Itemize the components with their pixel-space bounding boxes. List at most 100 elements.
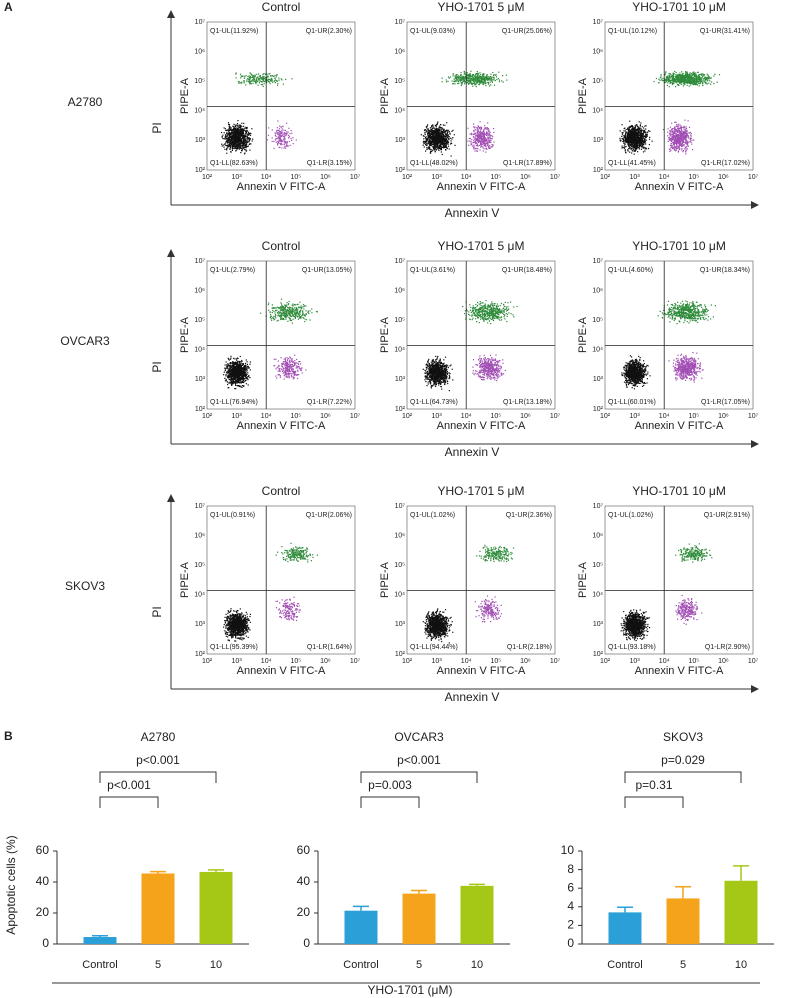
event-dot xyxy=(489,145,491,147)
event-dot xyxy=(244,146,246,149)
event-dot xyxy=(292,143,294,145)
event-dot xyxy=(489,147,491,149)
event-dot xyxy=(637,140,640,142)
event-dot xyxy=(424,141,426,143)
event-dot xyxy=(632,150,634,152)
event-dot xyxy=(279,140,281,142)
event-dot xyxy=(672,147,674,149)
event-dot xyxy=(243,135,245,137)
event-dot xyxy=(483,144,485,146)
event-dot xyxy=(632,147,634,149)
event-dot xyxy=(488,142,490,144)
event-dot xyxy=(688,126,691,128)
event-dot xyxy=(632,137,634,139)
event-dot xyxy=(624,140,626,142)
event-dot xyxy=(637,143,639,145)
event-dot xyxy=(680,131,682,133)
event-dot xyxy=(643,129,646,131)
event-dot xyxy=(634,144,636,146)
event-dot xyxy=(435,147,437,150)
event-dot xyxy=(636,139,638,141)
event-dot xyxy=(701,82,703,84)
event-dot xyxy=(637,135,639,137)
event-dot xyxy=(634,133,636,135)
event-dot xyxy=(262,75,264,77)
event-dot xyxy=(621,138,623,140)
quadrant-label: Q1-LR(17.89%) xyxy=(503,160,552,167)
event-dot xyxy=(631,139,633,141)
event-dot xyxy=(271,129,273,131)
event-dot xyxy=(241,141,243,143)
event-dot xyxy=(687,141,690,143)
event-dot xyxy=(468,144,470,146)
event-dot xyxy=(475,76,477,78)
event-dot xyxy=(441,132,443,134)
event-dot xyxy=(452,137,454,139)
event-dot xyxy=(463,76,465,78)
event-dot xyxy=(457,78,459,81)
event-dot xyxy=(250,77,252,79)
event-dot xyxy=(671,145,674,147)
event-dot xyxy=(432,136,434,138)
event-dot xyxy=(425,126,427,128)
event-dot xyxy=(628,134,630,136)
event-dot xyxy=(231,148,233,150)
event-dot xyxy=(662,77,664,79)
event-dot xyxy=(284,129,286,132)
event-dot xyxy=(475,84,477,86)
event-dot xyxy=(247,138,249,140)
event-dot xyxy=(478,140,480,142)
event-dot xyxy=(437,137,439,139)
event-dot xyxy=(482,133,484,135)
event-dot xyxy=(433,144,435,146)
event-dot xyxy=(671,128,673,130)
event-dot xyxy=(457,77,459,79)
event-dot xyxy=(227,137,229,139)
event-dot xyxy=(441,138,443,140)
event-dot xyxy=(267,75,269,77)
event-dot xyxy=(502,75,504,77)
tick-label: 10² xyxy=(395,167,406,174)
event-dot xyxy=(485,142,487,144)
event-dot xyxy=(447,143,449,145)
event-dot xyxy=(482,138,484,140)
event-dot xyxy=(231,133,233,135)
event-dot xyxy=(475,73,477,75)
event-dot xyxy=(630,133,632,136)
event-dot xyxy=(425,150,427,152)
event-dot xyxy=(474,74,476,76)
event-dot xyxy=(431,129,433,131)
event-dot xyxy=(235,73,237,75)
event-dot xyxy=(427,131,429,133)
event-dot xyxy=(252,77,254,79)
event-dot xyxy=(642,139,644,141)
event-dot xyxy=(632,144,634,146)
event-dot xyxy=(631,132,633,135)
event-dot xyxy=(227,137,229,140)
event-dot xyxy=(236,124,238,126)
event-dot xyxy=(239,142,241,145)
event-dot xyxy=(472,83,474,85)
event-dot xyxy=(475,73,478,75)
event-dot xyxy=(646,133,648,135)
event-dot xyxy=(442,131,444,133)
event-dot xyxy=(237,128,239,130)
event-dot xyxy=(472,142,474,144)
event-dot xyxy=(260,77,262,80)
event-dot xyxy=(484,76,486,78)
event-dot xyxy=(625,132,627,134)
event-dot xyxy=(248,143,250,145)
event-dot xyxy=(445,130,448,132)
event-dot xyxy=(487,133,489,135)
event-dot xyxy=(250,83,252,85)
event-dot xyxy=(444,136,446,138)
event-dot xyxy=(625,138,627,140)
event-dot xyxy=(692,149,694,151)
event-dot xyxy=(254,78,256,80)
event-dot xyxy=(675,143,677,145)
event-dot xyxy=(242,142,244,144)
event-dot xyxy=(479,149,481,151)
event-dot xyxy=(443,144,445,146)
event-dot xyxy=(236,146,238,148)
event-dot xyxy=(627,134,629,136)
